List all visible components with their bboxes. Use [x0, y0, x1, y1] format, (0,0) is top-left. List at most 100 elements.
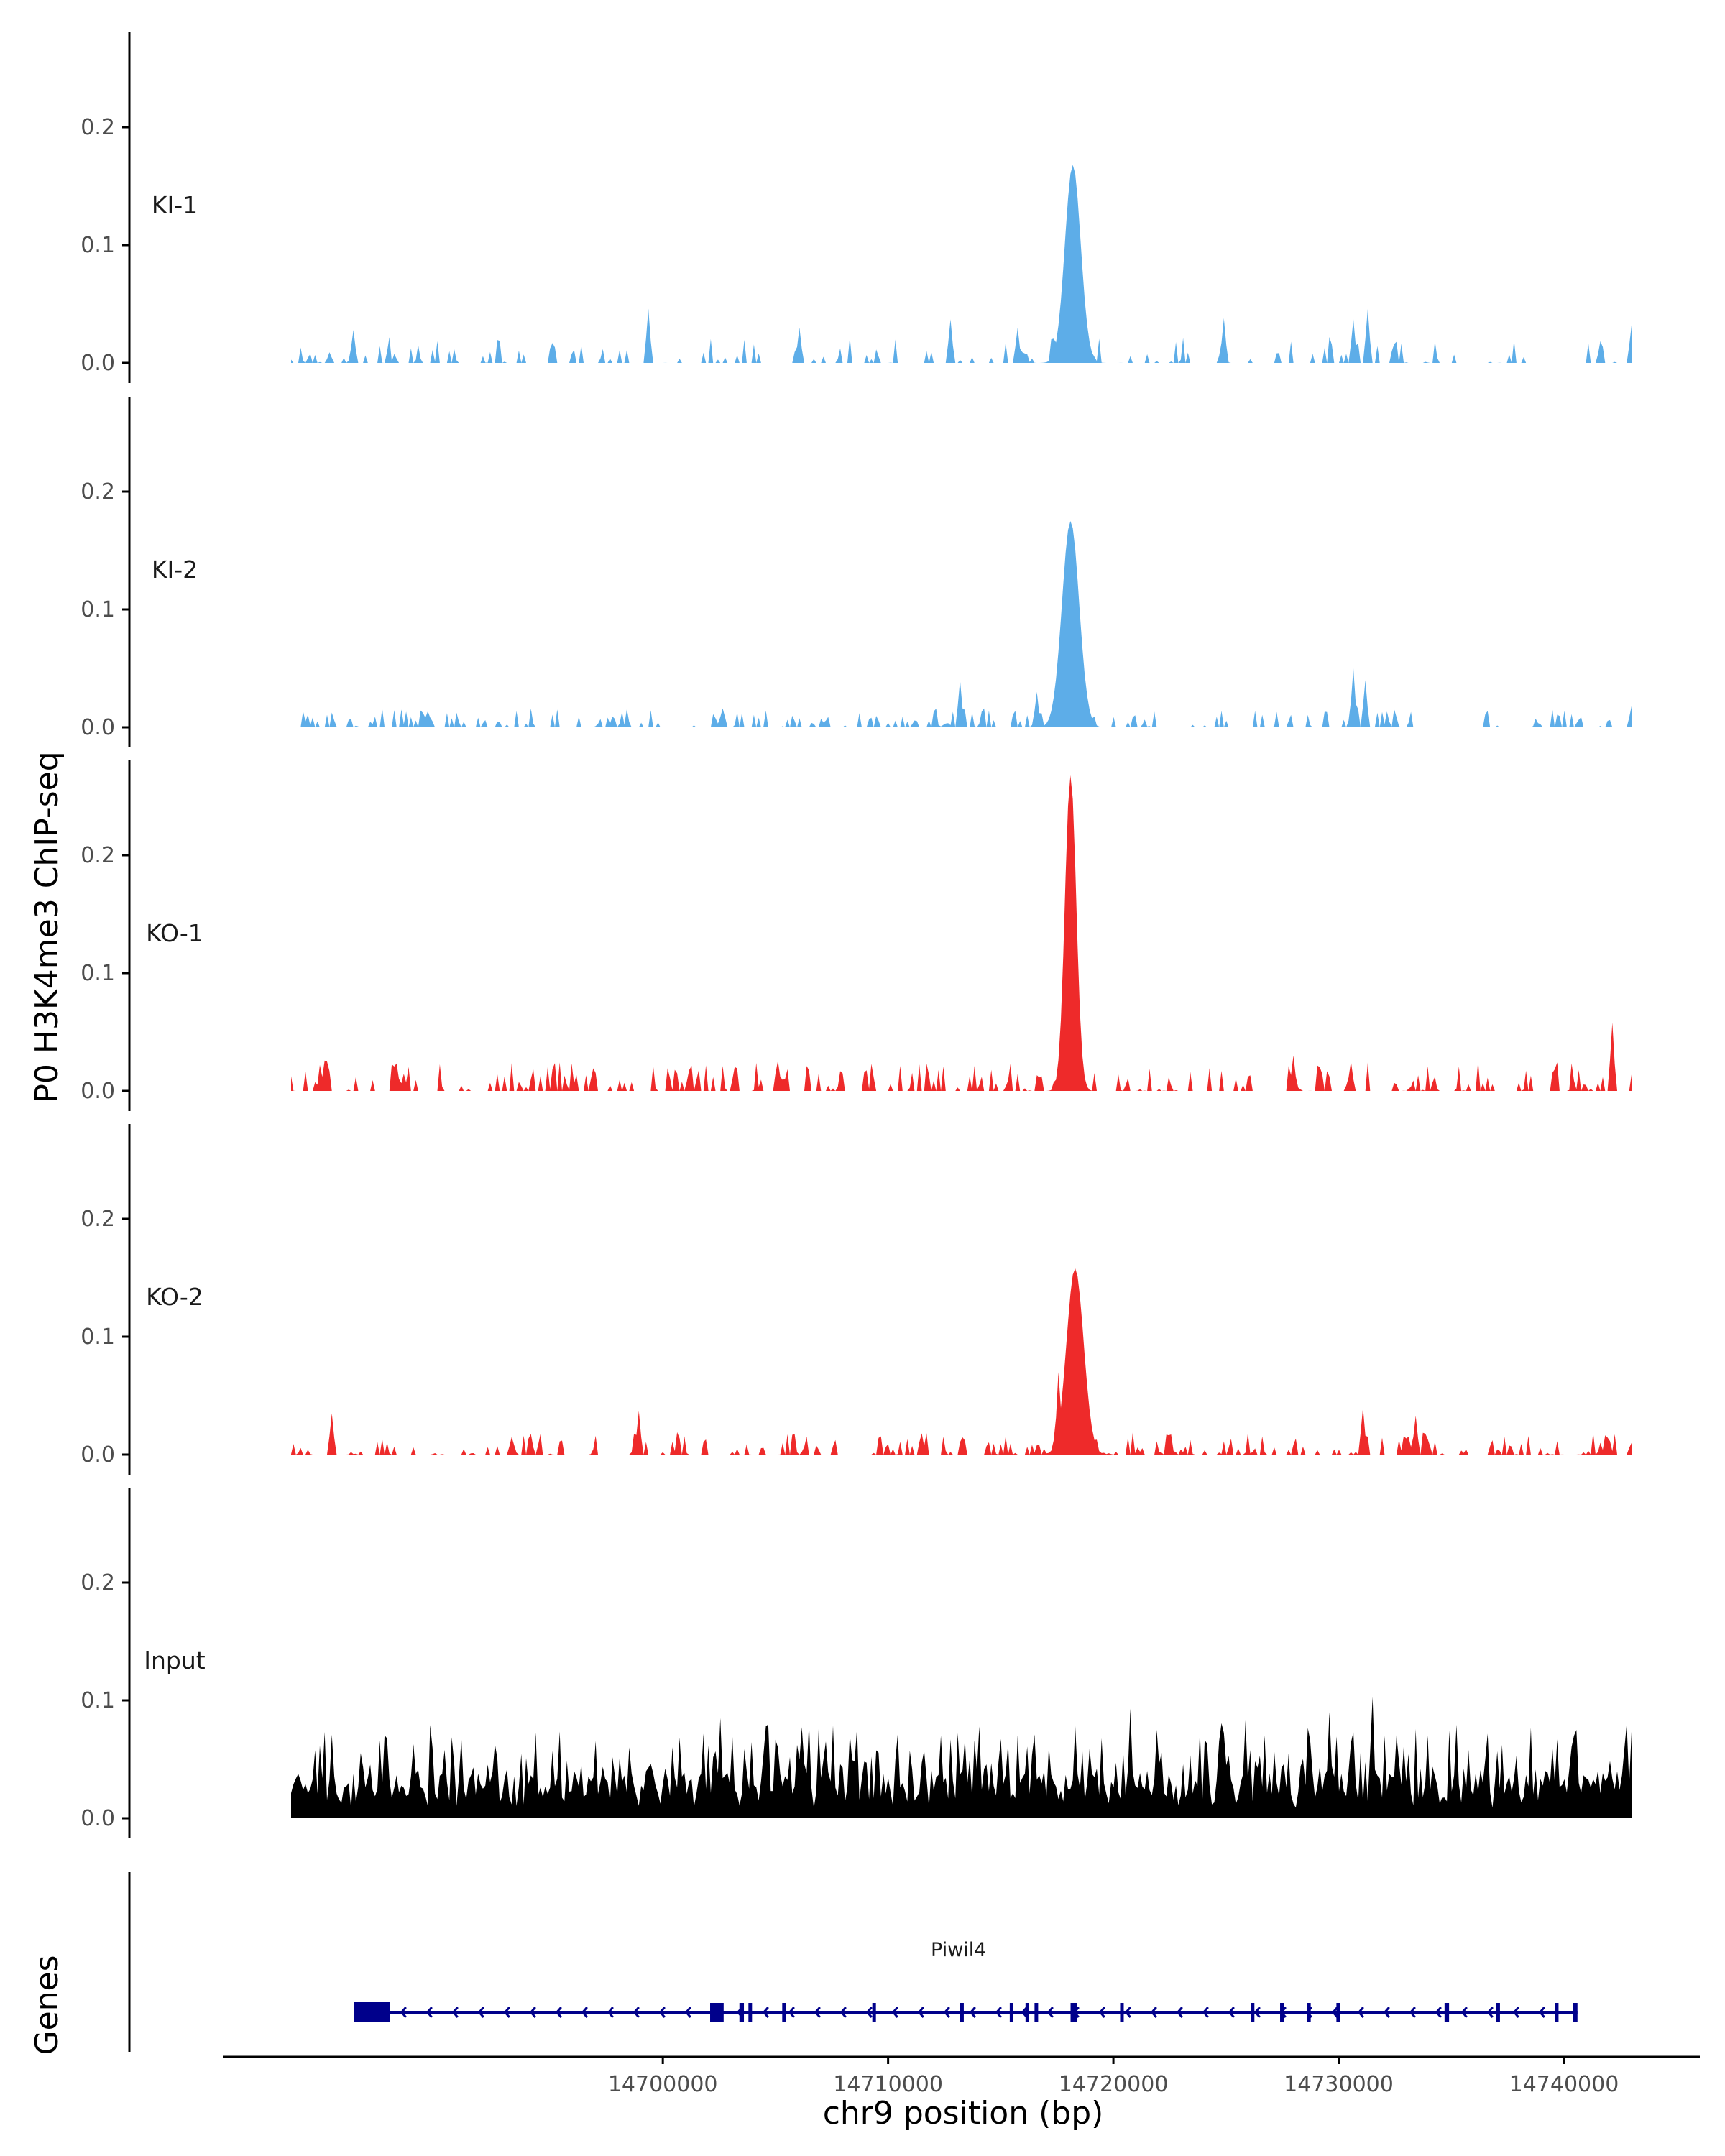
strand-arrow — [1021, 2007, 1028, 2018]
y-tick-label: 0.1 — [80, 1325, 115, 1350]
strand-arrow — [1409, 2007, 1416, 2018]
strand-arrow — [943, 2007, 950, 2018]
track-label: KI-1 — [152, 191, 198, 219]
strand-arrow — [762, 2007, 769, 2018]
y-tick-label: 0.2 — [80, 115, 115, 140]
track-ko-1: 0.0 0.1 0.2 KO-1 — [80, 760, 1632, 1111]
x-tick-label: 14720000 — [1059, 2072, 1169, 2097]
gene-name-label: Piwil4 — [931, 1939, 986, 1961]
exon — [354, 2002, 390, 2022]
exon — [782, 2003, 786, 2022]
strand-arrow — [1202, 2007, 1209, 2018]
exon — [1555, 2003, 1559, 2022]
strand-arrow — [1254, 2007, 1261, 2018]
strand-arrow — [451, 2007, 459, 2018]
exon — [1307, 2003, 1311, 2022]
strand-arrow — [503, 2007, 510, 2018]
gene-track: Piwil4 — [128, 1872, 1578, 2052]
y-tick-label: 0.0 — [80, 715, 115, 740]
strand-arrow — [995, 2007, 1002, 2018]
y-tick-label: 0.1 — [80, 1688, 115, 1713]
track-label: KI-2 — [152, 556, 198, 584]
strand-arrow — [1512, 2007, 1519, 2018]
y-tick-label: 0.0 — [80, 1806, 115, 1831]
track-ko-2: 0.0 0.1 0.2 KO-2 — [80, 1124, 1632, 1475]
exon — [1251, 2003, 1255, 2022]
strand-arrow — [1357, 2007, 1364, 2018]
strand-arrow — [1150, 2007, 1157, 2018]
strand-arrow — [917, 2007, 924, 2018]
y-tick-label: 0.2 — [80, 1207, 115, 1232]
strand-arrow — [1176, 2007, 1183, 2018]
exon — [960, 2003, 964, 2022]
exon — [1280, 2003, 1284, 2022]
track-ki-1: 0.0 0.1 0.2 KI-1 — [80, 32, 1632, 383]
exon — [1444, 2003, 1450, 2022]
exon — [1009, 2003, 1013, 2022]
strand-arrow — [865, 2007, 873, 2018]
exon — [1025, 2003, 1029, 2022]
strand-arrow — [607, 2007, 614, 2018]
track-label: Input — [144, 1646, 206, 1674]
track-ki-2: 0.0 0.1 0.2 KI-2 — [80, 397, 1632, 747]
x-tick-label: 14730000 — [1284, 2072, 1394, 2097]
y-tick-label: 0.2 — [80, 843, 115, 868]
strand-arrow — [891, 2007, 898, 2018]
exon — [710, 2003, 724, 2022]
y-tick-label: 0.0 — [80, 351, 115, 376]
x-tick-label: 14740000 — [1509, 2072, 1619, 2097]
exon — [1070, 2003, 1077, 2022]
strand-arrow — [969, 2007, 976, 2018]
strand-arrow — [1124, 2007, 1131, 2018]
x-tick-label: 14700000 — [608, 2072, 718, 2097]
exon — [1496, 2003, 1500, 2022]
exon — [1034, 2003, 1039, 2022]
y-tick-label: 0.0 — [80, 1442, 115, 1468]
x-axis: 14700000 14710000 14720000 14730000 14740000 — [223, 2055, 1700, 2097]
strand-arrow — [1046, 2007, 1054, 2018]
y-tick-label: 0.0 — [80, 1079, 115, 1104]
strand-arrow — [632, 2007, 640, 2018]
y-tick-label: 0.2 — [80, 479, 115, 505]
strand-arrow — [684, 2007, 691, 2018]
strand-arrow — [814, 2007, 821, 2018]
strand-arrow — [1331, 2007, 1338, 2018]
x-axis-title: chr9 position (bp) — [823, 2095, 1104, 2132]
y-tick-label: 0.1 — [80, 961, 115, 986]
strand-arrow — [529, 2007, 536, 2018]
strand-arrow — [581, 2007, 588, 2018]
strand-arrow — [1383, 2007, 1390, 2018]
exon — [748, 2003, 753, 2022]
exon — [872, 2003, 876, 2022]
gene-piwil4: Piwil4 — [354, 1939, 1578, 2022]
exon — [1336, 2003, 1340, 2022]
strand-arrow — [1486, 2007, 1494, 2018]
track-label: KO-2 — [146, 1283, 203, 1311]
x-tick-label: 14710000 — [833, 2072, 943, 2097]
strand-arrow — [1435, 2007, 1442, 2018]
strand-arrow — [840, 2007, 847, 2018]
strand-arrow — [1228, 2007, 1235, 2018]
track-label: KO-1 — [146, 919, 203, 947]
exon — [1573, 2003, 1578, 2022]
signal-area-input — [291, 1697, 1632, 1818]
strand-arrow — [400, 2007, 407, 2018]
strand-arrow — [788, 2007, 795, 2018]
exon — [1120, 2003, 1124, 2022]
signal-tracks: 0.00.10.2KI-10.00.10.2KI-20.00.10.2KO-10… — [80, 32, 1632, 1838]
strand-arrow — [1098, 2007, 1105, 2018]
strand-arrow — [555, 2007, 562, 2018]
strand-arrow — [1538, 2007, 1545, 2018]
gene-track-title: Genes — [29, 1955, 65, 2055]
strand-arrow — [1460, 2007, 1468, 2018]
y-axis-title: P0 H3K4me3 ChIP-seq — [29, 751, 65, 1102]
y-tick-label: 0.1 — [80, 233, 115, 258]
strand-arrow — [477, 2007, 484, 2018]
strand-arrow — [658, 2007, 666, 2018]
strand-arrow — [426, 2007, 433, 2018]
y-tick-label: 0.2 — [80, 1570, 115, 1595]
track-input: 0.0 0.1 0.2 Input — [80, 1488, 1632, 1838]
exon — [739, 2003, 745, 2022]
